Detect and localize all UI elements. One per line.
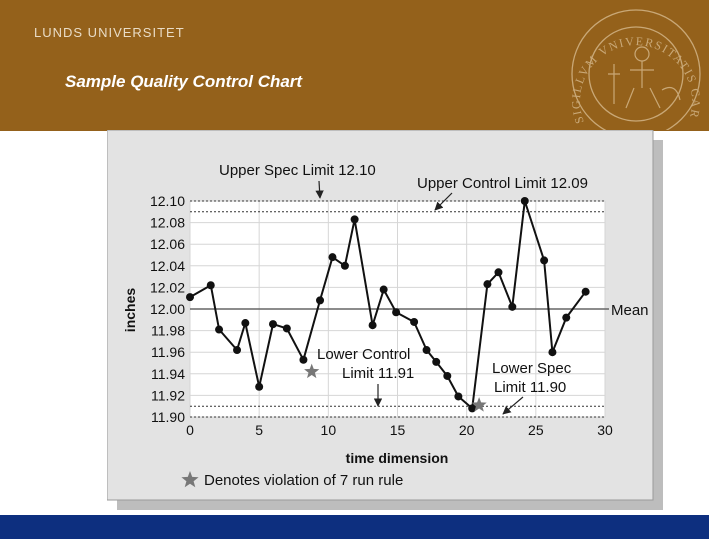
data-point <box>340 261 349 270</box>
x-tick-label: 20 <box>459 422 475 438</box>
chart-figure: 12.10 12.08 12.06 12.04 12.02 12.00 11.98 11.96… <box>106 129 663 510</box>
data-point <box>392 308 401 317</box>
y-tick-label: 11.90 <box>151 409 185 425</box>
data-point <box>540 256 549 265</box>
y-tick-label: 12.02 <box>150 279 185 295</box>
upper-control-limit-arrow <box>434 192 453 211</box>
data-points <box>186 197 590 413</box>
upper-spec-limit-arrow <box>315 180 324 199</box>
data-point <box>350 215 359 224</box>
y-tick-label: 11.94 <box>151 366 185 382</box>
data-point <box>443 371 452 380</box>
data-point <box>581 287 590 296</box>
legend-text: Denotes violation of 7 run rule <box>204 472 403 489</box>
data-point <box>328 253 337 262</box>
x-axis-label: time dimension <box>346 450 449 466</box>
y-axis-ticks: 12.10 12.08 12.06 12.04 12.02 12.00 11.98 11.96… <box>150 193 185 425</box>
x-tick-label: 10 <box>321 422 337 438</box>
data-point <box>316 296 325 305</box>
upper-spec-limit-annotation: Upper Spec Limit 12.10 <box>219 162 376 179</box>
data-point <box>241 319 250 328</box>
data-point <box>233 346 242 355</box>
violation-star-icon <box>304 363 320 379</box>
header-banner: LUNDS UNIVERSITET Sample Quality Control… <box>0 0 709 131</box>
data-point <box>368 321 377 330</box>
x-tick-label: 5 <box>255 422 263 438</box>
data-point <box>206 281 215 290</box>
page-title: Sample Quality Control Chart <box>65 72 303 91</box>
x-tick-label: 25 <box>528 422 544 438</box>
data-point <box>422 346 431 355</box>
x-tick-label: 0 <box>186 422 194 438</box>
x-tick-label: 15 <box>390 422 406 438</box>
data-point <box>215 325 224 334</box>
lower-control-limit-annotation: Lower Control Limit 11.91 <box>317 346 415 382</box>
mean-label: Mean <box>611 302 649 319</box>
upper-control-limit-annotation: Upper Control Limit 12.09 <box>417 175 588 192</box>
data-point <box>494 268 503 277</box>
data-point <box>410 317 419 326</box>
x-tick-label: 30 <box>597 422 613 438</box>
quality-control-chart: 12.10 12.08 12.06 12.04 12.02 12.00 11.98 11.96… <box>106 129 663 510</box>
data-point <box>299 355 308 364</box>
y-tick-label: 12.10 <box>150 193 185 209</box>
y-tick-label: 12.00 <box>150 301 185 317</box>
lower-spec-limit-annotation: Lower Spec Limit 11.90 <box>492 360 575 396</box>
data-point <box>483 280 492 289</box>
data-point <box>520 197 529 205</box>
university-seal-logo: SIGILLVM VNIVERSITATIS CAROLINAE <box>568 4 703 130</box>
data-point <box>468 404 477 413</box>
university-name: LUNDS UNIVERSITET <box>34 25 185 40</box>
data-point <box>562 313 571 322</box>
data-point <box>282 324 291 333</box>
y-tick-label: 12.04 <box>150 258 185 274</box>
violation-markers <box>304 363 487 412</box>
data-point <box>255 382 264 391</box>
y-tick-label: 11.98 <box>151 323 185 339</box>
y-tick-label: 12.06 <box>150 236 185 252</box>
data-point <box>379 285 388 294</box>
data-point <box>508 302 517 311</box>
series-line <box>189 200 587 410</box>
svg-text:SIGILLVM VNIVERSITATIS CAROLIN: SIGILLVM VNIVERSITATIS CAROLINAE <box>568 4 703 126</box>
y-axis-label: inches <box>122 288 138 333</box>
legend: Denotes violation of 7 run rule <box>181 471 403 489</box>
y-tick-label: 11.96 <box>151 344 185 360</box>
footer-bar <box>0 515 709 539</box>
y-tick-label: 12.08 <box>150 215 185 231</box>
lower-spec-limit-arrow <box>502 396 524 415</box>
violation-star-icon <box>471 397 487 412</box>
y-tick-label: 11.92 <box>151 387 185 403</box>
x-axis-ticks: 0 5 10 15 20 25 30 <box>186 422 613 438</box>
data-point <box>432 357 441 366</box>
legend-star-icon <box>181 471 199 488</box>
data-point <box>548 348 557 357</box>
data-point <box>269 320 277 329</box>
data-point <box>186 293 194 302</box>
data-point <box>454 392 463 401</box>
